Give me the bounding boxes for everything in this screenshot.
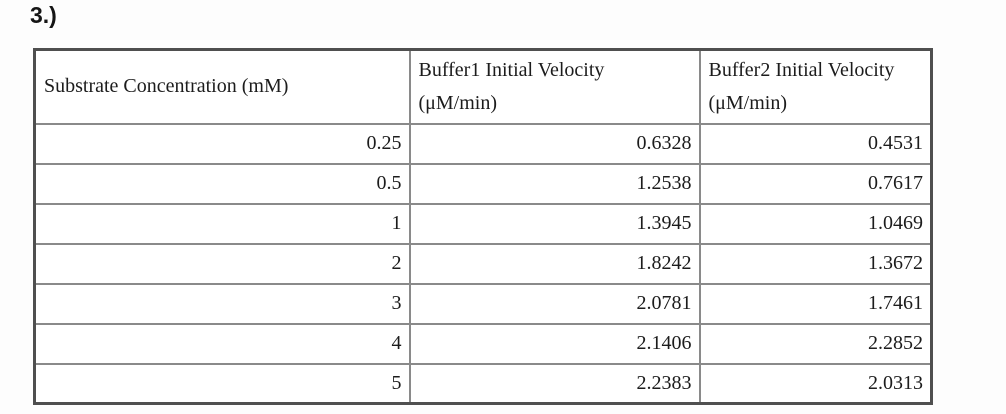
col-header-buffer1-units: (μM/min) — [418, 91, 498, 114]
cell-buffer2-velocity: 2.2852 — [698, 322, 933, 365]
table-row: 3 2.0781 1.7461 — [33, 282, 933, 325]
cell-buffer2-velocity: 0.4531 — [698, 122, 933, 165]
col-header-buffer2-label: Buffer2 Initial Velocity — [708, 58, 895, 81]
cell-buffer1-velocity: 2.0781 — [408, 282, 701, 325]
table-row: 0.5 1.2538 0.7617 — [33, 162, 933, 205]
cell-buffer1-velocity: 1.3945 — [408, 202, 701, 245]
col-header-substrate-concentration: Substrate Concentration (mM) — [33, 48, 411, 125]
table-row: 4 2.1406 2.2852 — [33, 322, 933, 365]
header-row: Substrate Concentration (mM) Buffer1 Ini… — [33, 48, 933, 125]
cell-buffer1-velocity: 1.2538 — [408, 162, 701, 205]
cell-substrate: 4 — [33, 322, 411, 365]
cell-buffer1-velocity: 2.2383 — [408, 362, 701, 405]
cell-buffer2-velocity: 0.7617 — [698, 162, 933, 205]
question-number-label: 3.) — [30, 2, 57, 28]
cell-substrate: 5 — [33, 362, 411, 405]
cell-buffer1-velocity: 1.8242 — [408, 242, 701, 285]
col-header-buffer1-velocity: Buffer1 Initial Velocity (μM/min) — [408, 48, 701, 125]
table-row: 0.25 0.6328 0.4531 — [33, 122, 933, 165]
velocity-data-table: Substrate Concentration (mM) Buffer1 Ini… — [33, 48, 933, 405]
cell-substrate: 0.5 — [33, 162, 411, 205]
cell-substrate: 2 — [33, 242, 411, 285]
cell-buffer2-velocity: 1.0469 — [698, 202, 933, 245]
col-header-buffer1-label: Buffer1 Initial Velocity — [418, 58, 605, 81]
col-header-buffer2-units: (μM/min) — [708, 91, 788, 114]
cell-buffer2-velocity: 1.3672 — [698, 242, 933, 285]
cell-buffer1-velocity: 2.1406 — [408, 322, 701, 365]
cell-buffer2-velocity: 2.0313 — [698, 362, 933, 405]
table-header: Substrate Concentration (mM) Buffer1 Ini… — [33, 48, 933, 125]
table-row: 5 2.2383 2.0313 — [33, 362, 933, 405]
cell-substrate: 0.25 — [33, 122, 411, 165]
col-header-buffer2-velocity: Buffer2 Initial Velocity (μM/min) — [698, 48, 933, 125]
cell-substrate: 1 — [33, 202, 411, 245]
cell-substrate: 3 — [33, 282, 411, 325]
cell-buffer2-velocity: 1.7461 — [698, 282, 933, 325]
table-row: 1 1.3945 1.0469 — [33, 202, 933, 245]
col-header-substrate-label: Substrate Concentration (mM) — [44, 75, 289, 98]
table-body: 0.25 0.6328 0.4531 0.5 1.2538 0.7617 1 1… — [33, 122, 933, 405]
table-row: 2 1.8242 1.3672 — [33, 242, 933, 285]
cell-buffer1-velocity: 0.6328 — [408, 122, 701, 165]
